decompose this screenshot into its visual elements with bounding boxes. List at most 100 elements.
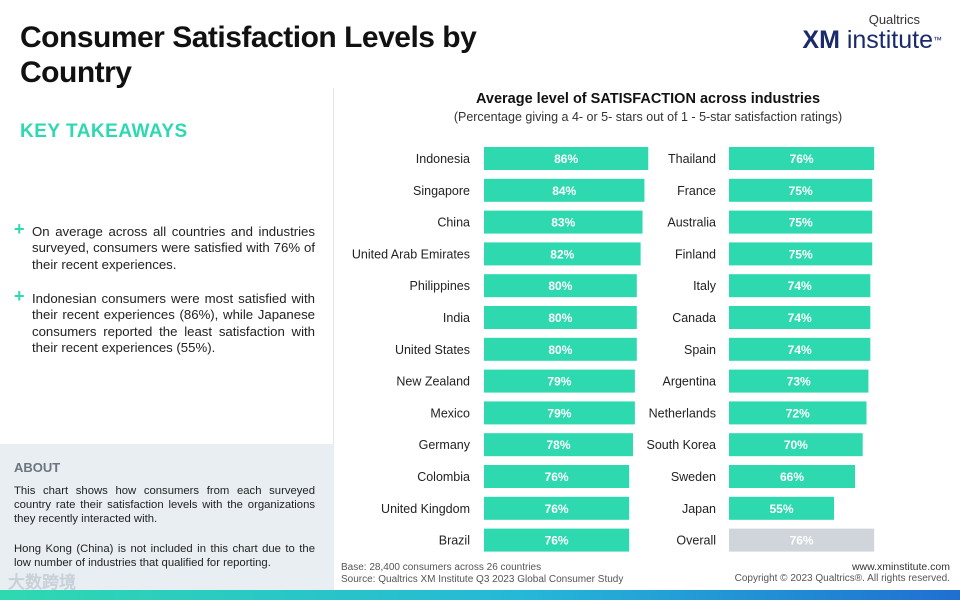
bar [729, 465, 856, 488]
category-label: France [677, 184, 716, 198]
category-label: Canada [672, 311, 716, 325]
bar [729, 242, 873, 266]
bar [484, 210, 643, 234]
data-label: 74% [788, 311, 812, 325]
bar [729, 496, 835, 520]
data-label: 74% [788, 343, 812, 357]
data-label: 78% [546, 438, 570, 452]
bar [729, 147, 875, 170]
watermark: 大数跨境 [8, 573, 76, 592]
data-label: 79% [547, 406, 571, 420]
key-takeaways-heading: KEY TAKEAWAYS [20, 121, 188, 142]
data-label: 76% [545, 502, 569, 516]
data-label: 79% [547, 375, 571, 389]
data-label: 76% [545, 470, 569, 484]
logo-trademark: ™ [933, 35, 942, 45]
about-panel [0, 444, 334, 590]
logo-product-rest: institute [839, 26, 933, 54]
category-label: Netherlands [649, 406, 716, 420]
data-label: 75% [789, 184, 813, 198]
plus-icon: + [14, 219, 25, 239]
data-label: 55% [770, 502, 794, 516]
data-label: 84% [552, 184, 576, 198]
source-note: Source: Qualtrics XM Institute Q3 2023 G… [341, 574, 624, 585]
data-label: 75% [789, 216, 813, 230]
logo-product: XM institute™ [782, 27, 942, 53]
about-heading: ABOUT [14, 460, 61, 475]
category-label: Overall [676, 534, 716, 548]
bar [729, 369, 869, 393]
bar [484, 242, 641, 266]
category-label: Sweden [671, 470, 716, 484]
data-label: 76% [790, 534, 814, 548]
takeaway-item: + Indonesian consumers were most satisfi… [14, 286, 315, 357]
bar [729, 337, 871, 361]
category-label: Mexico [430, 406, 470, 420]
data-label: 66% [780, 470, 804, 484]
takeaway-text: Indonesian consumers were most satisfied… [32, 291, 315, 356]
category-label: Australia [667, 216, 716, 230]
bar [729, 433, 863, 457]
data-label: 80% [548, 343, 572, 357]
data-label: 75% [789, 247, 813, 261]
bar [729, 210, 873, 234]
bar [484, 337, 637, 361]
chart-subtitle: (Percentage giving a 4- or 5- stars out … [453, 110, 843, 124]
data-label: 73% [787, 375, 811, 389]
category-label: United States [395, 343, 470, 357]
page-title: Consumer Satisfaction Levels by Country [20, 21, 477, 89]
category-label: India [443, 311, 470, 325]
base-note: Base: 28,400 consumers across 26 countri… [341, 562, 542, 573]
category-label: China [437, 216, 470, 230]
plus-icon: + [14, 286, 25, 306]
website-link[interactable]: www.xminstitute.com [851, 561, 950, 573]
bar [729, 306, 871, 329]
about-paragraph: This chart shows how consumers from each… [14, 485, 315, 525]
category-label: Italy [693, 279, 717, 293]
logo-product-bold: XM [802, 26, 840, 54]
bar [484, 496, 630, 520]
category-label: United Kingdom [381, 502, 470, 516]
data-label: 72% [786, 406, 810, 420]
bar [484, 401, 635, 425]
takeaway-text: On average across all countries and indu… [32, 224, 315, 272]
category-label: Argentina [662, 375, 716, 389]
category-label: Germany [419, 438, 471, 452]
category-label: Philippines [410, 279, 470, 293]
category-label: South Korea [647, 438, 717, 452]
qualtrics-xm-institute-logo: Qualtrics XM institute™ [782, 12, 942, 53]
data-label: 82% [550, 247, 574, 261]
category-label: Spain [684, 343, 716, 357]
category-label: Indonesia [416, 152, 470, 166]
bar [729, 274, 871, 298]
bar [484, 369, 635, 393]
column-divider [333, 88, 334, 448]
bar [729, 178, 873, 202]
bar [484, 528, 630, 552]
data-label: 80% [548, 311, 572, 325]
category-label: Singapore [413, 184, 470, 198]
bar [484, 147, 649, 170]
data-label: 83% [551, 216, 575, 230]
bar [484, 306, 637, 329]
bottom-gradient-band [0, 590, 960, 600]
bar [484, 433, 633, 457]
data-label: 86% [554, 152, 578, 166]
logo-brand: Qualtrics [868, 12, 920, 27]
data-label: 74% [788, 279, 812, 293]
data-label: 76% [790, 152, 814, 166]
category-label: Colombia [417, 470, 470, 484]
category-label: Thailand [668, 152, 716, 166]
data-label: 76% [545, 534, 569, 548]
bar [729, 401, 867, 425]
category-label: United Arab Emirates [352, 247, 470, 261]
bar [484, 274, 637, 298]
bar [484, 178, 645, 202]
chart-title: Average level of SATISFACTION across ind… [475, 91, 821, 107]
category-label: New Zealand [396, 375, 470, 389]
takeaway-item: + On average across all countries and in… [14, 219, 315, 273]
data-label: 70% [784, 438, 808, 452]
category-label: Japan [682, 502, 716, 516]
category-label: Brazil [439, 534, 470, 548]
